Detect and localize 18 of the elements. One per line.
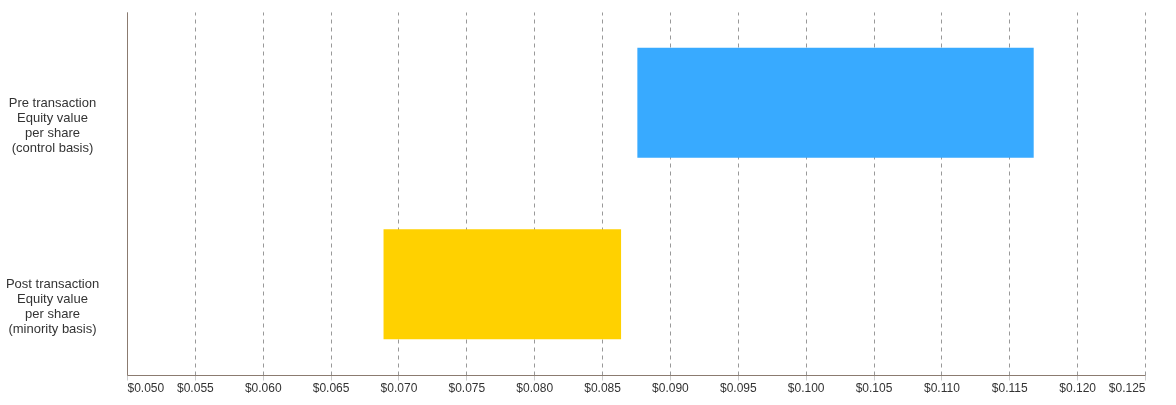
x-tick-label: $0.115 — [991, 380, 1028, 395]
x-tick-label: $0.060 — [244, 380, 282, 395]
x-tick-label: $0.100 — [787, 380, 825, 395]
x-tick-label: $0.070 — [380, 380, 418, 395]
y-tick-label: Post transaction Equity value per share (minority basis) — [5, 276, 100, 337]
x-tick-label: $0.105 — [855, 380, 893, 395]
x-tick-label: $0.110 — [923, 380, 961, 395]
x-tick-label: $0.095 — [719, 380, 757, 395]
x-tick-label: $0.125 — [1108, 380, 1146, 395]
y-tick-label: Pre transaction Equity value per share (control basis) — [8, 94, 97, 155]
x-tick-label: $0.080 — [516, 380, 554, 395]
x-tick-label: $0.120 — [1059, 380, 1097, 395]
x-tick-label: $0.050 — [127, 380, 165, 395]
x-tick-label: $0.075 — [448, 380, 486, 395]
x-tick-label: $0.090 — [652, 380, 690, 395]
x-tick-label: $0.065 — [312, 380, 350, 395]
x-tick-label: $0.085 — [584, 380, 622, 395]
x-tick-label: $0.055 — [177, 380, 215, 395]
